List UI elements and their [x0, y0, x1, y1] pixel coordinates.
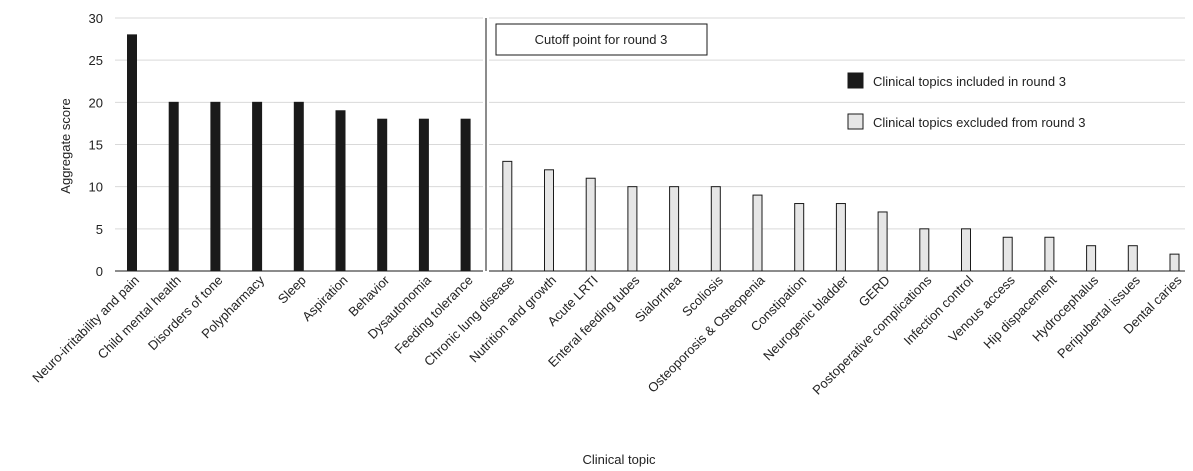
bar-excluded: [961, 228, 971, 272]
legend-label-excluded: Clinical topics excluded from round 3: [873, 115, 1085, 130]
bar-included: [377, 118, 388, 272]
bar-excluded: [1127, 245, 1138, 272]
legend-swatch-excluded: [847, 113, 864, 130]
bar-excluded: [502, 160, 513, 272]
bar-excluded: [752, 194, 763, 272]
x-tick-label: Sialorrhea: [632, 272, 685, 325]
bar-included: [293, 101, 304, 272]
y-tick-label: 25: [89, 53, 103, 68]
bar-excluded: [627, 186, 638, 272]
bar-included: [168, 101, 179, 272]
bar-excluded: [1044, 236, 1055, 272]
bar-included: [418, 118, 429, 272]
bar-excluded: [835, 203, 846, 272]
y-tick-label: 15: [89, 138, 103, 153]
bar-excluded: [1002, 236, 1013, 272]
bar-excluded: [877, 211, 888, 272]
bars: [127, 34, 1180, 272]
axes: [115, 18, 1185, 272]
x-tick-label: GERD: [856, 273, 893, 310]
bar-excluded: [919, 228, 930, 272]
bar-included: [252, 101, 263, 272]
y-tick-label: 5: [96, 222, 103, 237]
y-axis-title: Aggregate score: [58, 98, 73, 193]
legend-item-excluded: Clinical topics excluded from round 3: [847, 113, 1085, 130]
bar-excluded: [1169, 253, 1180, 272]
x-axis-title: Clinical topic: [583, 452, 656, 467]
cutoff-annotation: Cutoff point for round 3: [495, 23, 708, 56]
bar-included: [210, 101, 221, 272]
bar-excluded: [544, 169, 554, 272]
cutoff-annotation-label: Cutoff point for round 3: [535, 32, 668, 47]
legend: Clinical topics included in round 3 Clin…: [847, 72, 1085, 130]
bar-included: [460, 118, 471, 272]
bar-included: [127, 34, 137, 272]
x-tick-label: Feeding tolerance: [392, 273, 476, 357]
legend-item-included: Clinical topics included in round 3: [847, 72, 1066, 89]
bar-excluded: [1086, 245, 1097, 272]
y-tick-label: 20: [89, 95, 103, 110]
y-tick-label: 0: [96, 264, 103, 279]
x-tick-label: Aspiration: [299, 273, 350, 324]
x-tick-label: Sleep: [275, 273, 309, 307]
legend-label-included: Clinical topics included in round 3: [873, 74, 1066, 89]
bar-excluded: [669, 186, 680, 272]
bar-excluded: [585, 177, 596, 272]
y-tick-label: 30: [89, 11, 103, 26]
bar-excluded: [794, 203, 805, 272]
x-tick-label: Hip dispacement: [980, 272, 1059, 351]
bar-excluded: [710, 186, 721, 272]
y-tick-labels: 0 5 10 15 20 25 30: [89, 11, 103, 279]
x-tick-label: Disorders of tone: [145, 273, 226, 354]
legend-swatch-included: [847, 72, 864, 89]
bar-included: [335, 110, 346, 272]
y-tick-label: 10: [89, 180, 103, 195]
